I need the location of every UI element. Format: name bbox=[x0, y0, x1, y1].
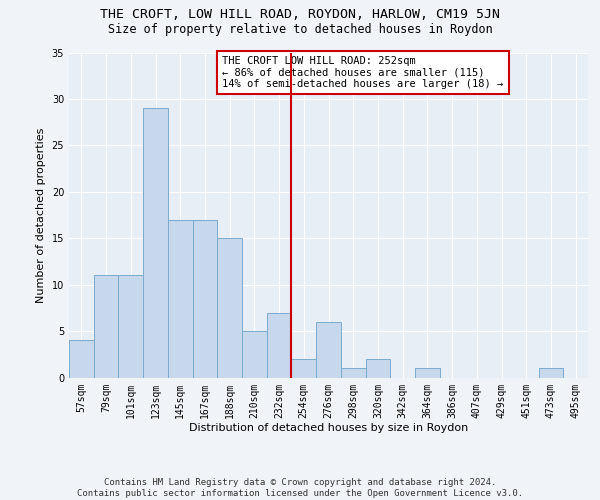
Bar bbox=[292, 359, 316, 378]
Text: THE CROFT, LOW HILL ROAD, ROYDON, HARLOW, CM19 5JN: THE CROFT, LOW HILL ROAD, ROYDON, HARLOW… bbox=[100, 8, 500, 20]
Bar bbox=[94, 276, 118, 378]
Bar bbox=[539, 368, 563, 378]
Bar bbox=[143, 108, 168, 378]
Bar bbox=[193, 220, 217, 378]
Bar bbox=[118, 276, 143, 378]
Text: THE CROFT LOW HILL ROAD: 252sqm
← 86% of detached houses are smaller (115)
14% o: THE CROFT LOW HILL ROAD: 252sqm ← 86% of… bbox=[222, 56, 503, 89]
Bar bbox=[168, 220, 193, 378]
Bar bbox=[365, 359, 390, 378]
Bar bbox=[217, 238, 242, 378]
Bar bbox=[69, 340, 94, 378]
Text: Contains HM Land Registry data © Crown copyright and database right 2024.
Contai: Contains HM Land Registry data © Crown c… bbox=[77, 478, 523, 498]
Text: Size of property relative to detached houses in Roydon: Size of property relative to detached ho… bbox=[107, 22, 493, 36]
Bar bbox=[415, 368, 440, 378]
X-axis label: Distribution of detached houses by size in Roydon: Distribution of detached houses by size … bbox=[189, 423, 468, 433]
Y-axis label: Number of detached properties: Number of detached properties bbox=[36, 128, 46, 302]
Bar bbox=[242, 331, 267, 378]
Bar bbox=[316, 322, 341, 378]
Bar bbox=[341, 368, 365, 378]
Bar bbox=[267, 312, 292, 378]
